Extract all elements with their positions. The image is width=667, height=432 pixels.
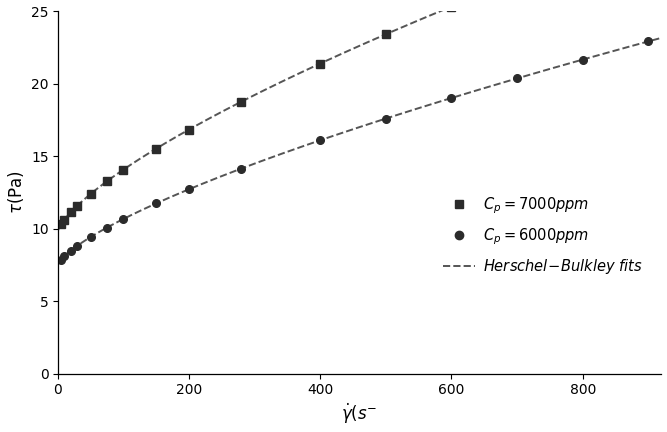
Y-axis label: $\tau$(Pa): $\tau$(Pa): [5, 171, 25, 214]
Legend: $C_p = 7000ppm$, $C_p = 6000ppm$, $Herschel\!-\!Bulkley\ fits$: $C_p = 7000ppm$, $C_p = 6000ppm$, $Hersc…: [438, 190, 648, 282]
X-axis label: $\dot{\gamma}(s^{-}$: $\dot{\gamma}(s^{-}$: [342, 402, 378, 426]
